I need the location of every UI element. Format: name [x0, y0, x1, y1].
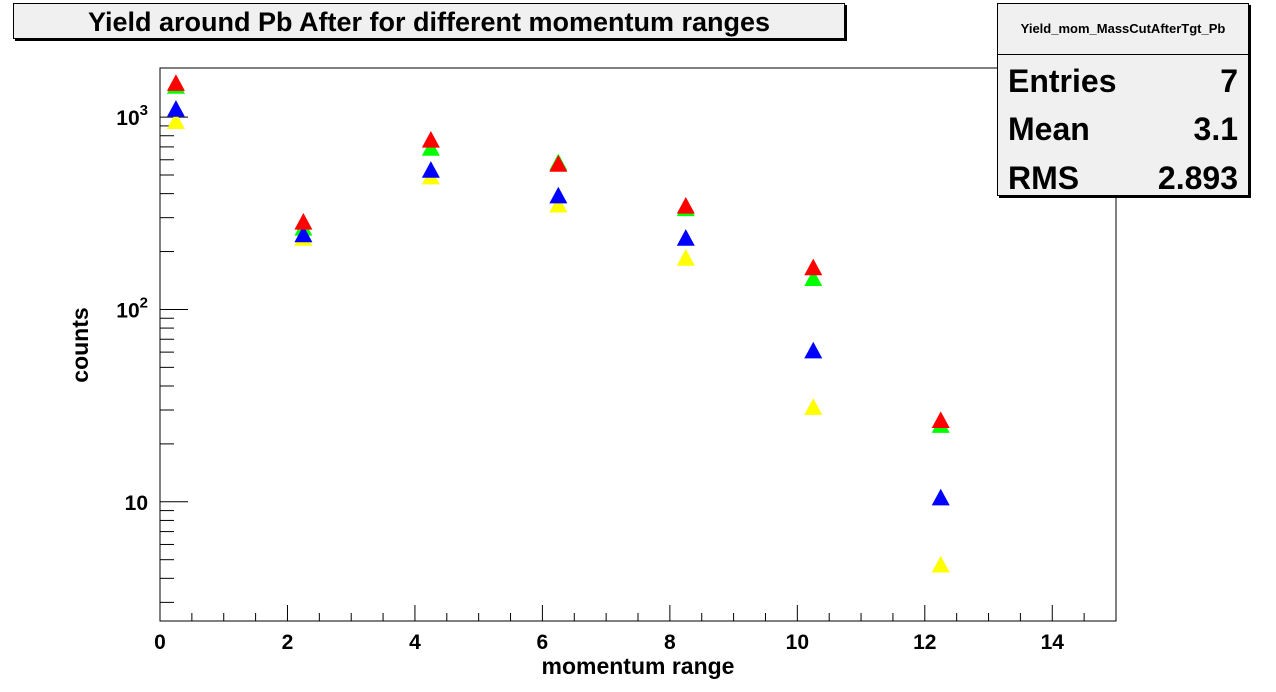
data-point-marker [421, 161, 440, 178]
data-point-marker [549, 155, 568, 172]
data-point-marker [676, 249, 695, 266]
data-point-marker [549, 186, 568, 204]
data-point-marker [804, 269, 823, 287]
series-2 [166, 100, 950, 506]
x-tick-label: 4 [409, 631, 421, 654]
data-point-marker [676, 229, 695, 246]
y-tick-label: 10 [125, 492, 148, 515]
data-point-marker [421, 131, 440, 148]
data-point-marker [294, 225, 313, 243]
data-point-marker [931, 555, 950, 573]
series-3 [166, 74, 950, 429]
data-point-marker [294, 212, 313, 230]
stats-histogram-name: Yield_mom_MassCutAfterTgt_Pb [998, 4, 1248, 55]
stats-mean-label: Mean [1008, 111, 1090, 147]
x-axis-title: momentum range [542, 653, 735, 679]
data-point-marker [804, 398, 823, 415]
data-point-marker [166, 74, 185, 91]
stats-rms-label: RMS [1008, 160, 1080, 196]
data-point-marker [166, 112, 185, 130]
stats-row-rms: RMS 2.893 [1008, 154, 1238, 202]
data-markers [166, 74, 950, 573]
x-axis-ticks: 0 2 4 6 8 10 12 14 [154, 605, 1117, 654]
stats-row-mean: Mean 3.1 [1008, 105, 1238, 153]
chart-title-box: Yield around Pb After for different mome… [13, 3, 845, 39]
x-tick-label: 6 [537, 631, 549, 654]
x-tick-label: 10 [786, 631, 809, 654]
y-tick-label: 103 [116, 102, 148, 130]
stats-box: Yield_mom_MassCutAfterTgt_Pb Entries 7 M… [997, 3, 1249, 196]
data-point-marker [549, 195, 568, 213]
stats-entries-value: 7 [1220, 63, 1238, 99]
stats-entries-label: Entries [1008, 63, 1117, 99]
data-point-marker [804, 341, 823, 359]
data-point-marker [166, 100, 185, 117]
data-point-marker [931, 488, 950, 506]
data-point-marker [931, 411, 950, 429]
y-axis-title: counts [67, 307, 93, 382]
stats-mean-value: 3.1 [1193, 111, 1238, 147]
x-tick-label: 12 [913, 631, 936, 654]
data-point-marker [804, 258, 823, 276]
plot-frame [159, 67, 1117, 622]
y-tick-label: 102 [116, 294, 148, 322]
x-tick-label: 14 [1041, 631, 1065, 654]
stats-rms-value: 2.893 [1157, 160, 1238, 196]
chart-title: Yield around Pb After for different mome… [87, 7, 771, 37]
x-tick-label: 8 [664, 631, 676, 654]
x-tick-label: 0 [154, 631, 166, 654]
x-tick-label: 2 [282, 631, 294, 654]
data-point-marker [676, 196, 695, 214]
stats-row-entries: Entries 7 [1008, 57, 1238, 105]
